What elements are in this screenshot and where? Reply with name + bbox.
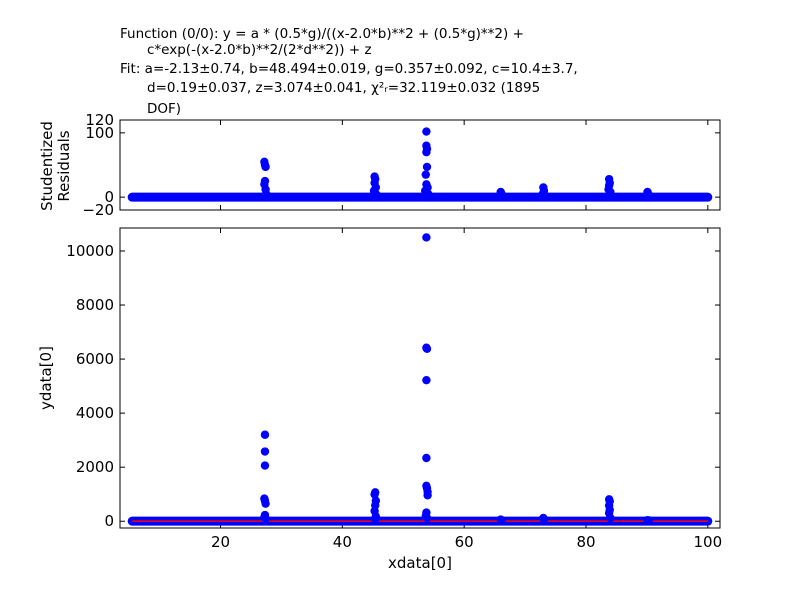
residuals-point bbox=[422, 127, 431, 136]
function-line-1: Function (0/0): y = a * (0.5*g)/((x-2.0*… bbox=[120, 26, 524, 42]
data-axes: 0 2000 4000 6000 8000 10000 20 40 60 80 100 bbox=[66, 227, 722, 551]
residuals-point bbox=[538, 189, 547, 199]
fit-line-2: d=0.19±0.037, z=3.074±0.041, χ²ᵣ=32.119±… bbox=[147, 80, 541, 96]
data-xtick-label: 100 bbox=[693, 533, 722, 551]
data-point bbox=[260, 430, 270, 439]
data-ytick-label: 8000 bbox=[76, 296, 114, 314]
data-point bbox=[497, 516, 507, 525]
data-point bbox=[423, 491, 432, 500]
residuals-ytick-label: −20 bbox=[82, 201, 114, 219]
data-ytick-label: 6000 bbox=[76, 350, 114, 368]
residuals-point bbox=[421, 170, 430, 179]
residuals-ytick-label: 100 bbox=[85, 124, 114, 142]
residuals-point bbox=[497, 190, 507, 199]
data-xtick-label: 60 bbox=[455, 533, 474, 551]
data-point bbox=[606, 513, 615, 523]
function-line-2: c*exp(-(x-2.0*b)**2/(2*d**2)) + z bbox=[147, 42, 372, 58]
data-ytick-label: 10000 bbox=[66, 242, 114, 260]
data-point bbox=[260, 461, 270, 470]
data-point bbox=[261, 514, 270, 524]
data-point bbox=[422, 453, 431, 463]
data-xtick-label: 40 bbox=[333, 533, 352, 551]
residuals-point bbox=[605, 191, 614, 200]
data-xlabel: xdata[0] bbox=[388, 554, 452, 572]
residuals-point bbox=[261, 189, 271, 199]
data-ytick-label: 0 bbox=[104, 512, 114, 530]
residuals-ytick-label: 0 bbox=[104, 188, 114, 206]
data-ylabel: ydata[0] bbox=[37, 346, 55, 410]
data-point bbox=[422, 233, 431, 242]
data-point bbox=[422, 513, 432, 523]
fit-line-1: Fit: a=-2.13±0.74, b=48.494±0.019, g=0.3… bbox=[120, 61, 578, 77]
data-point bbox=[371, 514, 380, 524]
data-point bbox=[370, 490, 379, 499]
residuals-ytick-label: 120 bbox=[85, 111, 114, 129]
data-point bbox=[260, 447, 270, 456]
residuals-point bbox=[424, 189, 433, 199]
data-point bbox=[261, 499, 270, 508]
data-ytick-label: 4000 bbox=[76, 404, 114, 422]
residuals-point bbox=[644, 190, 653, 199]
data-point bbox=[644, 516, 653, 525]
residuals-point bbox=[422, 162, 432, 172]
fit-line-3: DOF) bbox=[147, 101, 182, 117]
residuals-point bbox=[372, 190, 381, 199]
data-xtick-label: 80 bbox=[576, 533, 595, 551]
residuals-point bbox=[422, 147, 431, 157]
data-xtick-label: 20 bbox=[211, 533, 230, 551]
data-point bbox=[422, 375, 431, 385]
data-point bbox=[539, 515, 549, 524]
data-ytick-label: 2000 bbox=[76, 458, 114, 476]
data-plot-frame bbox=[119, 227, 721, 529]
data-point bbox=[422, 344, 432, 354]
residuals-ylabel-line-2: Residuals bbox=[55, 130, 73, 201]
residuals-point bbox=[261, 162, 270, 172]
residuals-ylabel-line-1: Studentized bbox=[38, 121, 56, 211]
